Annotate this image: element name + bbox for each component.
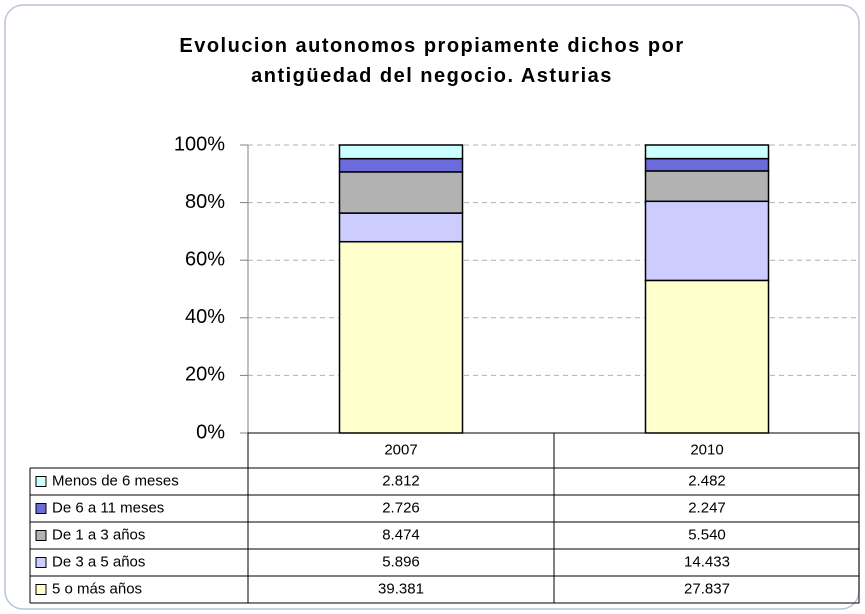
category-label: 2007 [384, 441, 417, 458]
legend-label: De 6 a 11 meses [52, 499, 164, 516]
bar-segment [338, 144, 464, 160]
bar-segment [644, 157, 770, 172]
legend-label: Menos de 6 meses [52, 472, 179, 489]
table-value: 27.837 [684, 580, 730, 597]
table-value: 2.812 [382, 472, 420, 489]
table-value: 14.433 [684, 553, 730, 570]
bar-segment [644, 144, 770, 160]
table-value: 5.896 [382, 553, 420, 570]
y-tick-label: 20% [185, 364, 225, 386]
legend-swatch [35, 530, 47, 541]
y-tick-label: 100% [174, 133, 225, 155]
y-tick-label: 80% [185, 191, 225, 213]
y-tick-label: 0% [196, 421, 225, 443]
bar-segment [644, 170, 770, 203]
bar-segment [338, 171, 464, 214]
table-value: 39.381 [378, 580, 424, 597]
bar-segment [338, 240, 464, 434]
table-value: 2.482 [688, 472, 726, 489]
bar-segment [338, 157, 464, 173]
category-label: 2010 [690, 441, 723, 458]
bar-segment [644, 200, 770, 282]
legend-swatch [35, 503, 47, 514]
table-value: 2.247 [688, 499, 726, 516]
legend-label: 5 o más años [52, 580, 142, 597]
y-tick-label: 60% [185, 248, 225, 270]
legend-swatch [35, 584, 47, 595]
legend-label: De 1 a 3 años [52, 526, 145, 543]
y-tick-label: 40% [185, 306, 225, 328]
bar-segment [644, 279, 770, 434]
legend-swatch [35, 557, 47, 568]
legend-label: De 3 a 5 años [52, 553, 145, 570]
table-value: 5.540 [688, 526, 726, 543]
table-value: 8.474 [382, 526, 420, 543]
chart-title: Evolucion autonomos propiamente dichos p… [179, 35, 684, 87]
bar-segment [338, 212, 464, 243]
table-value: 2.726 [382, 499, 420, 516]
legend-swatch [35, 476, 47, 487]
